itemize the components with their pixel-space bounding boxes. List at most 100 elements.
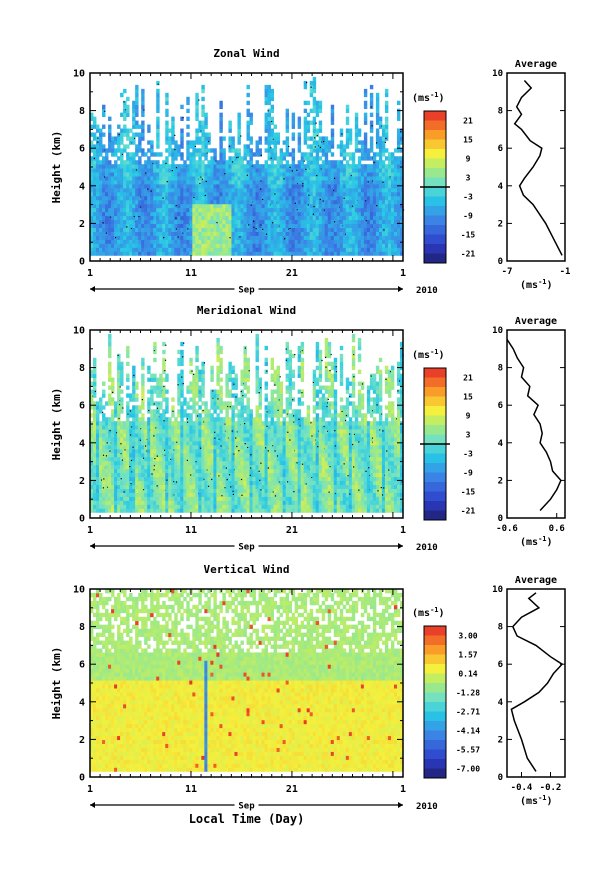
heatmap-cell — [249, 140, 253, 145]
heatmap-cell — [141, 199, 145, 205]
heatmap-cell — [126, 156, 130, 161]
heatmap-cell — [162, 349, 166, 355]
heatmap-cell — [96, 456, 100, 462]
heatmap-cell — [225, 251, 229, 256]
heatmap-cell — [165, 425, 169, 430]
heatmap-cell — [282, 207, 287, 213]
heatmap-cell — [153, 243, 157, 248]
heatmap-cell — [384, 104, 389, 110]
heatmap-cell — [222, 219, 226, 225]
heatmap-cell — [138, 172, 142, 177]
heatmap-cell — [261, 239, 265, 244]
heatmap-cell — [291, 243, 296, 248]
heatmap-cell — [138, 156, 142, 161]
heatmap-cell — [198, 472, 202, 478]
heatmap-cell — [318, 219, 323, 225]
heatmap-cell — [210, 484, 214, 489]
heatmap-cell — [207, 164, 211, 169]
heatmap-cell — [177, 389, 181, 394]
heatmap-cell — [198, 405, 202, 410]
heatmap-cell — [201, 112, 205, 117]
heatmap-cell — [333, 187, 338, 193]
contour-speck — [131, 426, 133, 428]
heatmap-cell — [201, 488, 205, 493]
heatmap-cell — [285, 152, 290, 157]
heatmap-cell — [387, 195, 392, 201]
heatmap-cell — [258, 195, 262, 201]
heatmap-cell — [123, 484, 127, 489]
heatmap-cell — [192, 164, 196, 169]
contour-speck — [316, 135, 318, 137]
contour-speck — [214, 431, 216, 433]
heatmap-cell — [177, 397, 181, 402]
heatmap-cell — [363, 172, 368, 177]
heatmap-cell — [216, 164, 220, 169]
heatmap-cell — [132, 504, 136, 509]
heatmap-cell — [318, 168, 323, 173]
heatmap-cell — [180, 389, 184, 394]
heatmap-cell — [192, 203, 196, 209]
heatmap-cell — [108, 187, 112, 193]
contour-speck — [118, 133, 120, 136]
heatmap-cell — [258, 152, 262, 157]
avg-y-tick-label: 10 — [492, 69, 503, 79]
heatmap-cell — [372, 227, 377, 232]
heatmap-cell — [201, 409, 205, 414]
heatmap-cell — [99, 437, 103, 442]
heatmap-cell — [198, 476, 202, 482]
heatmap-cell — [180, 195, 184, 201]
heatmap-cell — [219, 207, 223, 213]
heatmap-cell — [114, 429, 118, 434]
heatmap-cell — [126, 393, 130, 398]
heatmap-cell — [237, 211, 241, 217]
heatmap-cell — [204, 195, 208, 201]
heatmap-cell — [171, 227, 175, 232]
heatmap-cell — [126, 247, 130, 252]
heatmap-cell — [213, 172, 217, 177]
heatmap-cell — [93, 164, 97, 169]
contour-speck — [319, 146, 321, 149]
heatmap-cell — [120, 460, 124, 466]
heatmap-cell — [366, 219, 371, 225]
heatmap-cell — [357, 128, 362, 133]
heatmap-cell — [354, 140, 359, 145]
heatmap-cell — [291, 219, 296, 225]
heatmap-cell — [159, 164, 163, 169]
heatmap-cell — [225, 227, 229, 232]
heatmap-cell — [177, 433, 181, 438]
heatmap-cell — [336, 207, 341, 213]
heatmap-cell — [165, 389, 169, 394]
x-tick-label: 11 — [185, 268, 197, 279]
heatmap-cell — [318, 231, 323, 236]
heatmap-cell — [246, 132, 250, 137]
heatmap-cell — [147, 425, 151, 430]
x-tick-label: 21 — [286, 268, 298, 279]
heatmap-cell — [132, 120, 136, 125]
heatmap-cell — [93, 476, 97, 482]
heatmap-cell — [141, 168, 145, 173]
heatmap-cell — [141, 385, 145, 390]
heatmap-cell — [291, 207, 296, 213]
heatmap-cell — [330, 152, 335, 157]
heatmap-cell — [117, 385, 121, 390]
heatmap-cell — [93, 247, 97, 252]
heatmap-cell — [393, 211, 398, 217]
heatmap-cell — [294, 164, 299, 169]
heatmap-cell — [216, 231, 220, 236]
heatmap-cell — [249, 164, 253, 169]
heatmap-cell — [135, 219, 139, 225]
heatmap-cell — [222, 247, 226, 252]
heatmap-cell — [141, 247, 145, 252]
heatmap-cell — [168, 468, 172, 474]
heatmap-cell — [90, 219, 94, 225]
contour-speck — [101, 479, 103, 481]
heatmap-cell — [288, 247, 293, 252]
contour-speck — [140, 428, 142, 430]
heatmap-cell — [120, 456, 124, 462]
heatmap-cell — [117, 413, 121, 418]
heatmap-cell — [96, 160, 100, 165]
heatmap-cell — [312, 251, 317, 256]
heatmap-cell — [333, 172, 338, 177]
heatmap-cell — [345, 152, 350, 157]
heatmap-cell — [369, 96, 374, 102]
